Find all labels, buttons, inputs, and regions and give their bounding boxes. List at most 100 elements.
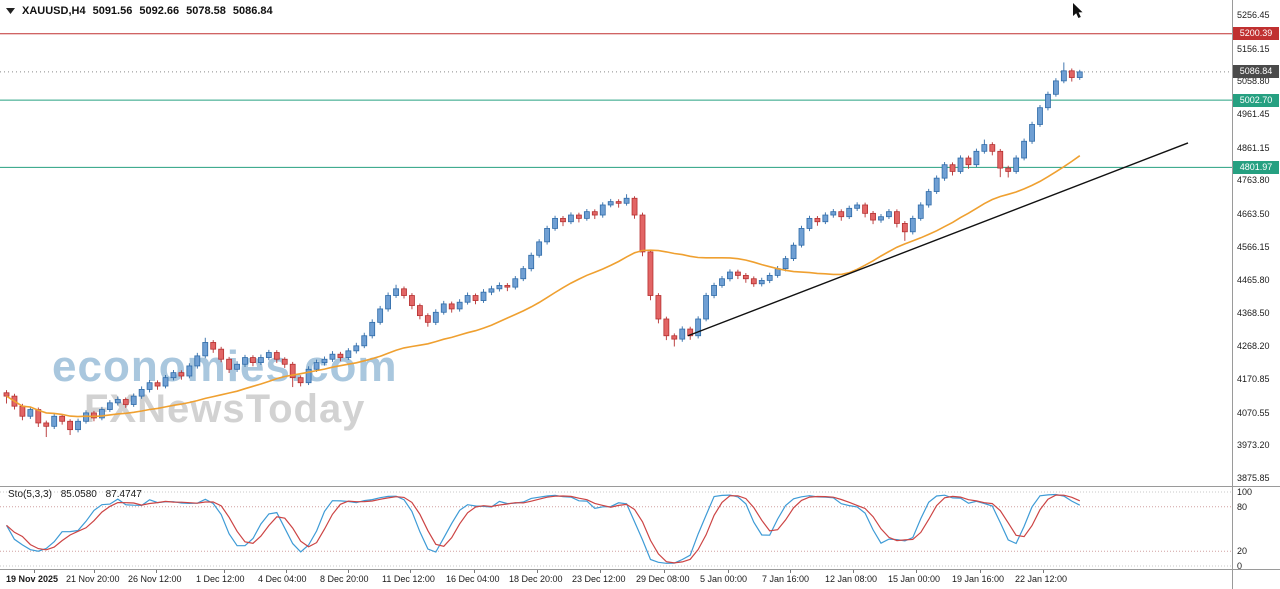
time-axis-label: 7 Jan 16:00 <box>762 574 810 584</box>
time-axis-label: 16 Dec 04:00 <box>446 574 500 584</box>
candle-up <box>432 311 439 323</box>
candle-up <box>234 363 240 370</box>
price-axis-label: 3973.20 <box>1237 440 1270 451</box>
candle-up <box>886 211 892 218</box>
candle-up <box>202 342 209 357</box>
time-axis-tick <box>1043 570 1044 573</box>
candle-up <box>679 328 686 340</box>
candle-down <box>472 295 479 301</box>
price-axis-label: 4763.80 <box>1237 175 1270 186</box>
candle-down <box>965 157 972 166</box>
candle-down <box>949 164 956 172</box>
symbol-period-label: XAUUSD,H4 <box>22 5 86 17</box>
candle-up <box>51 415 58 427</box>
candle-down <box>814 217 821 223</box>
candle-up <box>257 357 264 363</box>
candle-up <box>711 285 717 296</box>
symbol-quote-bar: XAUUSD,H4 5091.56 5092.66 5078.58 5086.8… <box>6 5 273 17</box>
candle-up <box>933 177 940 192</box>
candle-up <box>99 409 105 419</box>
candle-up <box>114 399 121 404</box>
candle-down <box>742 274 749 280</box>
candle-up <box>369 321 376 337</box>
price-axis-label: 3875.85 <box>1237 473 1270 483</box>
candle-down <box>178 372 185 377</box>
time-axis[interactable]: 19 Nov 2025 21 Nov 20:00 26 Nov 12:00 1 Dec… <box>0 570 1232 589</box>
price-axis-label: 5156.15 <box>1237 43 1270 54</box>
time-axis-tick <box>600 570 601 573</box>
candle-up <box>599 204 606 216</box>
candle-up <box>1060 70 1067 82</box>
price-axis-label: 4861.15 <box>1237 142 1270 153</box>
candle-up <box>242 357 248 365</box>
time-axis-label: 21 Nov 20:00 <box>66 574 120 584</box>
time-axis-tick <box>286 570 287 573</box>
candle-down <box>631 197 638 216</box>
candle-down <box>894 211 900 224</box>
candle-down <box>989 144 996 152</box>
candle-up <box>806 217 813 229</box>
candle-down <box>337 353 344 358</box>
time-axis-tick <box>224 570 225 573</box>
candle-down <box>1068 70 1075 78</box>
candle-up <box>1037 107 1043 125</box>
candle-down <box>448 303 455 310</box>
candle-down <box>3 392 10 397</box>
candle-down <box>250 357 256 363</box>
quote-low: 5078.58 <box>186 5 226 17</box>
stochastic-axis-label: 100 <box>1237 487 1253 497</box>
candle-up <box>385 295 392 310</box>
candle-up <box>917 204 924 219</box>
candle-down <box>67 420 73 431</box>
trendline[interactable] <box>687 142 1189 337</box>
candle-up <box>822 214 829 223</box>
candle-down <box>504 285 511 288</box>
candle-up <box>758 280 765 285</box>
candle-up <box>830 211 837 216</box>
candle-down <box>91 412 97 419</box>
candle-up <box>766 274 773 281</box>
candle-down <box>615 201 622 204</box>
price-badge-last-price: 5086.84 <box>1233 65 1279 79</box>
price-axis-label: 4663.50 <box>1237 208 1270 219</box>
candle-up <box>27 409 34 417</box>
candle-up <box>464 295 471 303</box>
price-axis-label: 5058.80 <box>1237 76 1270 87</box>
candle-up <box>552 217 558 229</box>
candle-down <box>671 335 678 340</box>
price-axis[interactable]: 5256.45 5156.15 5058.80 4961.45 4861.15 4763.… <box>1233 0 1280 589</box>
candle-up <box>265 352 272 358</box>
candle-up <box>512 278 519 288</box>
candle-down <box>122 399 129 405</box>
symbol-dropdown-icon[interactable] <box>6 7 15 15</box>
time-axis-label: 15 Jan 00:00 <box>888 574 941 584</box>
moving-average-line[interactable] <box>6 155 1081 418</box>
candle-up <box>130 395 137 405</box>
time-axis-label: 22 Jan 12:00 <box>1015 574 1068 584</box>
candle-up <box>329 353 336 360</box>
time-axis-label: 12 Jan 08:00 <box>825 574 878 584</box>
candle-up <box>345 350 352 358</box>
main-sto-divider[interactable] <box>0 486 1280 487</box>
stochastic-value-k: 85.0580 <box>60 489 97 500</box>
candle-down <box>997 150 1004 169</box>
price-axis-label: 4070.55 <box>1237 407 1270 418</box>
candle-down <box>870 212 876 221</box>
stochastic-d-line <box>6 494 1081 564</box>
price-axis-label: 4961.45 <box>1237 108 1270 119</box>
candle-down <box>289 363 296 379</box>
candle-up <box>106 402 113 410</box>
candle-up <box>623 197 630 204</box>
stochastic-k-line <box>5 493 1081 564</box>
time-axis-label: 18 Dec 20:00 <box>509 574 563 584</box>
time-axis-label: 23 Dec 12:00 <box>572 574 626 584</box>
candle-down <box>838 211 845 218</box>
candle-up <box>313 362 320 370</box>
time-axis-tick <box>664 570 665 573</box>
candle-up <box>456 301 463 310</box>
candle-up <box>305 368 312 384</box>
candle-up <box>1045 93 1051 109</box>
candle-up <box>957 157 964 172</box>
